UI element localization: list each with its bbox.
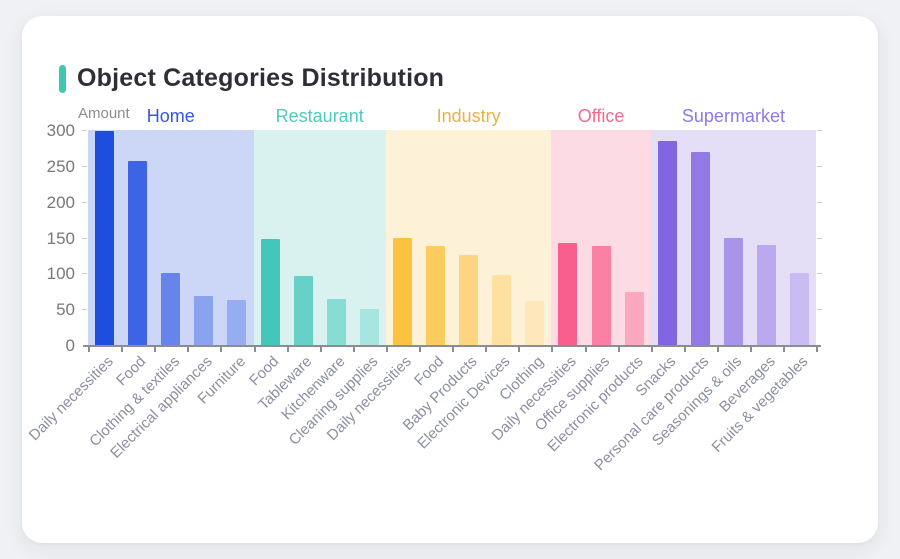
bar-kitchenware bbox=[326, 299, 346, 345]
bar-food bbox=[128, 160, 148, 345]
x-axis-tick bbox=[617, 347, 620, 352]
y-tick-label: 250 bbox=[46, 156, 75, 176]
x-axis-tick bbox=[220, 347, 223, 352]
y-tick-label: 150 bbox=[46, 228, 75, 248]
y-minor-tick-left bbox=[82, 309, 87, 311]
bar-personal-care-products bbox=[690, 151, 710, 345]
title-row: Object Categories Distribution bbox=[59, 64, 444, 93]
bar-baby-products bbox=[459, 255, 479, 345]
bar-daily-necessities bbox=[558, 243, 578, 345]
bar-furniture bbox=[227, 299, 247, 345]
group-label-home: Home bbox=[146, 106, 195, 126]
y-tick-label: 100 bbox=[46, 264, 75, 284]
y-minor-tick-right bbox=[817, 130, 823, 131]
chart-title: Object Categories Distribution bbox=[77, 64, 445, 92]
x-axis-tick bbox=[319, 347, 322, 352]
bar-clothing bbox=[525, 300, 545, 345]
y-minor-tick-left bbox=[82, 201, 87, 203]
bar-fruits-vegetables bbox=[790, 273, 810, 345]
x-axis-line bbox=[83, 345, 822, 347]
y-minor-tick-right bbox=[817, 165, 823, 167]
x-axis-tick bbox=[121, 347, 124, 352]
x-axis-tick bbox=[683, 347, 686, 352]
x-axis-tick bbox=[518, 347, 521, 352]
x-axis-tick bbox=[816, 347, 819, 352]
title-accent-bar bbox=[59, 64, 66, 93]
y-minor-tick-right bbox=[817, 237, 823, 239]
group-label-office: Office bbox=[577, 106, 625, 126]
x-axis-tick bbox=[154, 347, 157, 352]
bar-snacks bbox=[657, 141, 677, 345]
bar-seasonings-oils bbox=[723, 238, 743, 345]
x-axis-tick bbox=[716, 347, 719, 352]
y-axis-title: Amount bbox=[78, 105, 130, 122]
group-label-restaurant: Restaurant bbox=[275, 106, 364, 126]
y-minor-tick-left bbox=[82, 237, 87, 239]
x-axis-tick bbox=[485, 347, 488, 352]
y-minor-tick-left bbox=[82, 130, 87, 131]
group-label-industry: Industry bbox=[436, 106, 501, 126]
x-axis-tick bbox=[286, 347, 289, 352]
x-axis-tick bbox=[419, 347, 421, 352]
y-tick-label: 0 bbox=[65, 336, 75, 355]
y-minor-tick-right bbox=[817, 309, 823, 311]
bar-daily-necessities bbox=[392, 237, 412, 345]
bar-electronic-products bbox=[624, 291, 644, 345]
y-tick-label: 200 bbox=[46, 192, 75, 212]
x-axis-tick bbox=[783, 347, 786, 352]
x-axis-tick bbox=[650, 347, 653, 352]
x-axis-tick bbox=[551, 347, 554, 352]
bar-office-supplies bbox=[591, 246, 611, 345]
bar-tableware bbox=[293, 276, 313, 345]
y-minor-tick-right bbox=[817, 201, 823, 203]
bar-food bbox=[260, 238, 280, 345]
y-minor-tick-left bbox=[82, 165, 87, 167]
x-axis-tick bbox=[452, 347, 455, 352]
bar-daily-necessities bbox=[95, 131, 115, 345]
x-axis-tick bbox=[385, 347, 388, 352]
y-minor-tick-right bbox=[817, 273, 823, 275]
bar-food bbox=[426, 246, 446, 345]
x-axis-tick bbox=[88, 347, 90, 352]
bar-electrical-appliances bbox=[194, 295, 214, 345]
x-axis-tick bbox=[187, 347, 190, 352]
y-minor-tick-left bbox=[82, 273, 87, 275]
x-axis-tick bbox=[584, 347, 587, 352]
x-axis-tick bbox=[750, 347, 752, 352]
group-label-supermarket: Supermarket bbox=[681, 106, 785, 126]
bar-electronic-devices bbox=[492, 274, 512, 345]
x-axis-tick bbox=[352, 347, 355, 352]
y-tick-label: 300 bbox=[46, 121, 75, 140]
bar-beverages bbox=[757, 244, 777, 345]
y-tick-label: 50 bbox=[56, 300, 75, 320]
bar-clothing-textiles bbox=[161, 272, 181, 345]
x-axis-tick bbox=[253, 347, 256, 352]
bar-cleaning-supplies bbox=[359, 309, 379, 345]
